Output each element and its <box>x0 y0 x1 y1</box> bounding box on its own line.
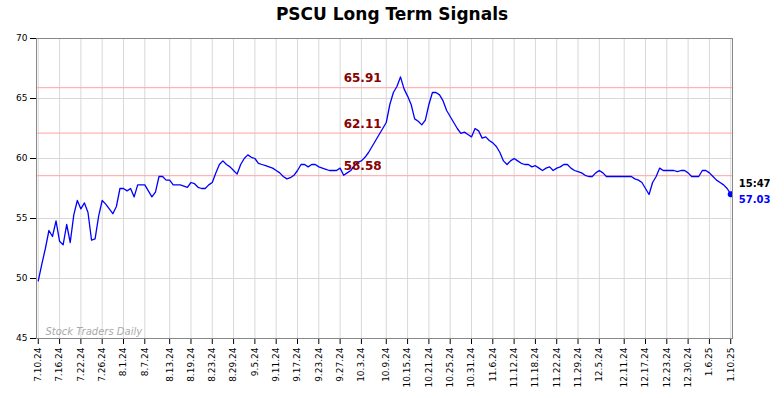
svg-text:1.10.25: 1.10.25 <box>726 348 736 382</box>
svg-text:11.18.24: 11.18.24 <box>530 347 540 387</box>
svg-text:8.19.24: 8.19.24 <box>186 347 196 382</box>
svg-text:70: 70 <box>16 33 28 43</box>
svg-text:10.9.24: 10.9.24 <box>381 347 391 382</box>
svg-text:58.58: 58.58 <box>344 159 382 173</box>
svg-text:12.30.24: 12.30.24 <box>683 347 693 387</box>
svg-text:10.21.24: 10.21.24 <box>424 347 434 387</box>
svg-text:10.15.24: 10.15.24 <box>402 347 412 387</box>
svg-text:11.6.24: 11.6.24 <box>488 347 498 382</box>
svg-text:12.11.24: 12.11.24 <box>619 347 629 387</box>
svg-text:10.31.24: 10.31.24 <box>466 347 476 387</box>
svg-text:1.6.25: 1.6.25 <box>704 348 714 377</box>
svg-text:8.1.24: 8.1.24 <box>118 347 128 376</box>
svg-text:11.22.24: 11.22.24 <box>552 347 562 387</box>
svg-text:10.25.24: 10.25.24 <box>445 347 455 387</box>
svg-text:7.10.24: 7.10.24 <box>33 347 43 382</box>
svg-text:11.12.24: 11.12.24 <box>509 347 519 387</box>
svg-text:7.16.24: 7.16.24 <box>54 347 64 382</box>
svg-text:9.5.24: 9.5.24 <box>250 347 260 376</box>
svg-text:15:47: 15:47 <box>739 178 771 189</box>
html-text:PSCU Long Term Signals: PSCU Long Term Signals <box>275 4 509 24</box>
svg-text:55: 55 <box>16 213 27 223</box>
svg-text:7.22.24: 7.22.24 <box>76 347 86 382</box>
svg-text:10.3.24: 10.3.24 <box>356 347 366 382</box>
svg-text:8.29.24: 8.29.24 <box>228 347 238 382</box>
svg-text:12.5.24: 12.5.24 <box>594 347 604 382</box>
svg-text:7.26.24: 7.26.24 <box>97 347 107 382</box>
svg-text:8.23.24: 8.23.24 <box>207 347 217 382</box>
svg-text:8.13.24: 8.13.24 <box>165 347 175 382</box>
svg-text:9.11.24: 9.11.24 <box>271 347 281 382</box>
svg-text:12.17.24: 12.17.24 <box>640 347 650 387</box>
svg-text:60: 60 <box>16 153 28 163</box>
svg-text:8.7.24: 8.7.24 <box>140 347 150 376</box>
svg-text:65: 65 <box>16 93 27 103</box>
svg-text:45: 45 <box>16 333 27 343</box>
svg-text:12.23.24: 12.23.24 <box>662 347 672 387</box>
svg-text:9.27.24: 9.27.24 <box>335 347 345 382</box>
svg-text:11.29.24: 11.29.24 <box>573 347 583 387</box>
svg-text:9.23.24: 9.23.24 <box>314 347 324 382</box>
svg-text:9.17.24: 9.17.24 <box>292 347 302 382</box>
svg-text:62.11: 62.11 <box>344 117 382 131</box>
svg-text:50: 50 <box>16 273 28 283</box>
svg-text:65.91: 65.91 <box>344 71 382 85</box>
svg-text:57.03: 57.03 <box>739 194 771 205</box>
svg-text:Stock Traders Daily: Stock Traders Daily <box>45 326 143 337</box>
